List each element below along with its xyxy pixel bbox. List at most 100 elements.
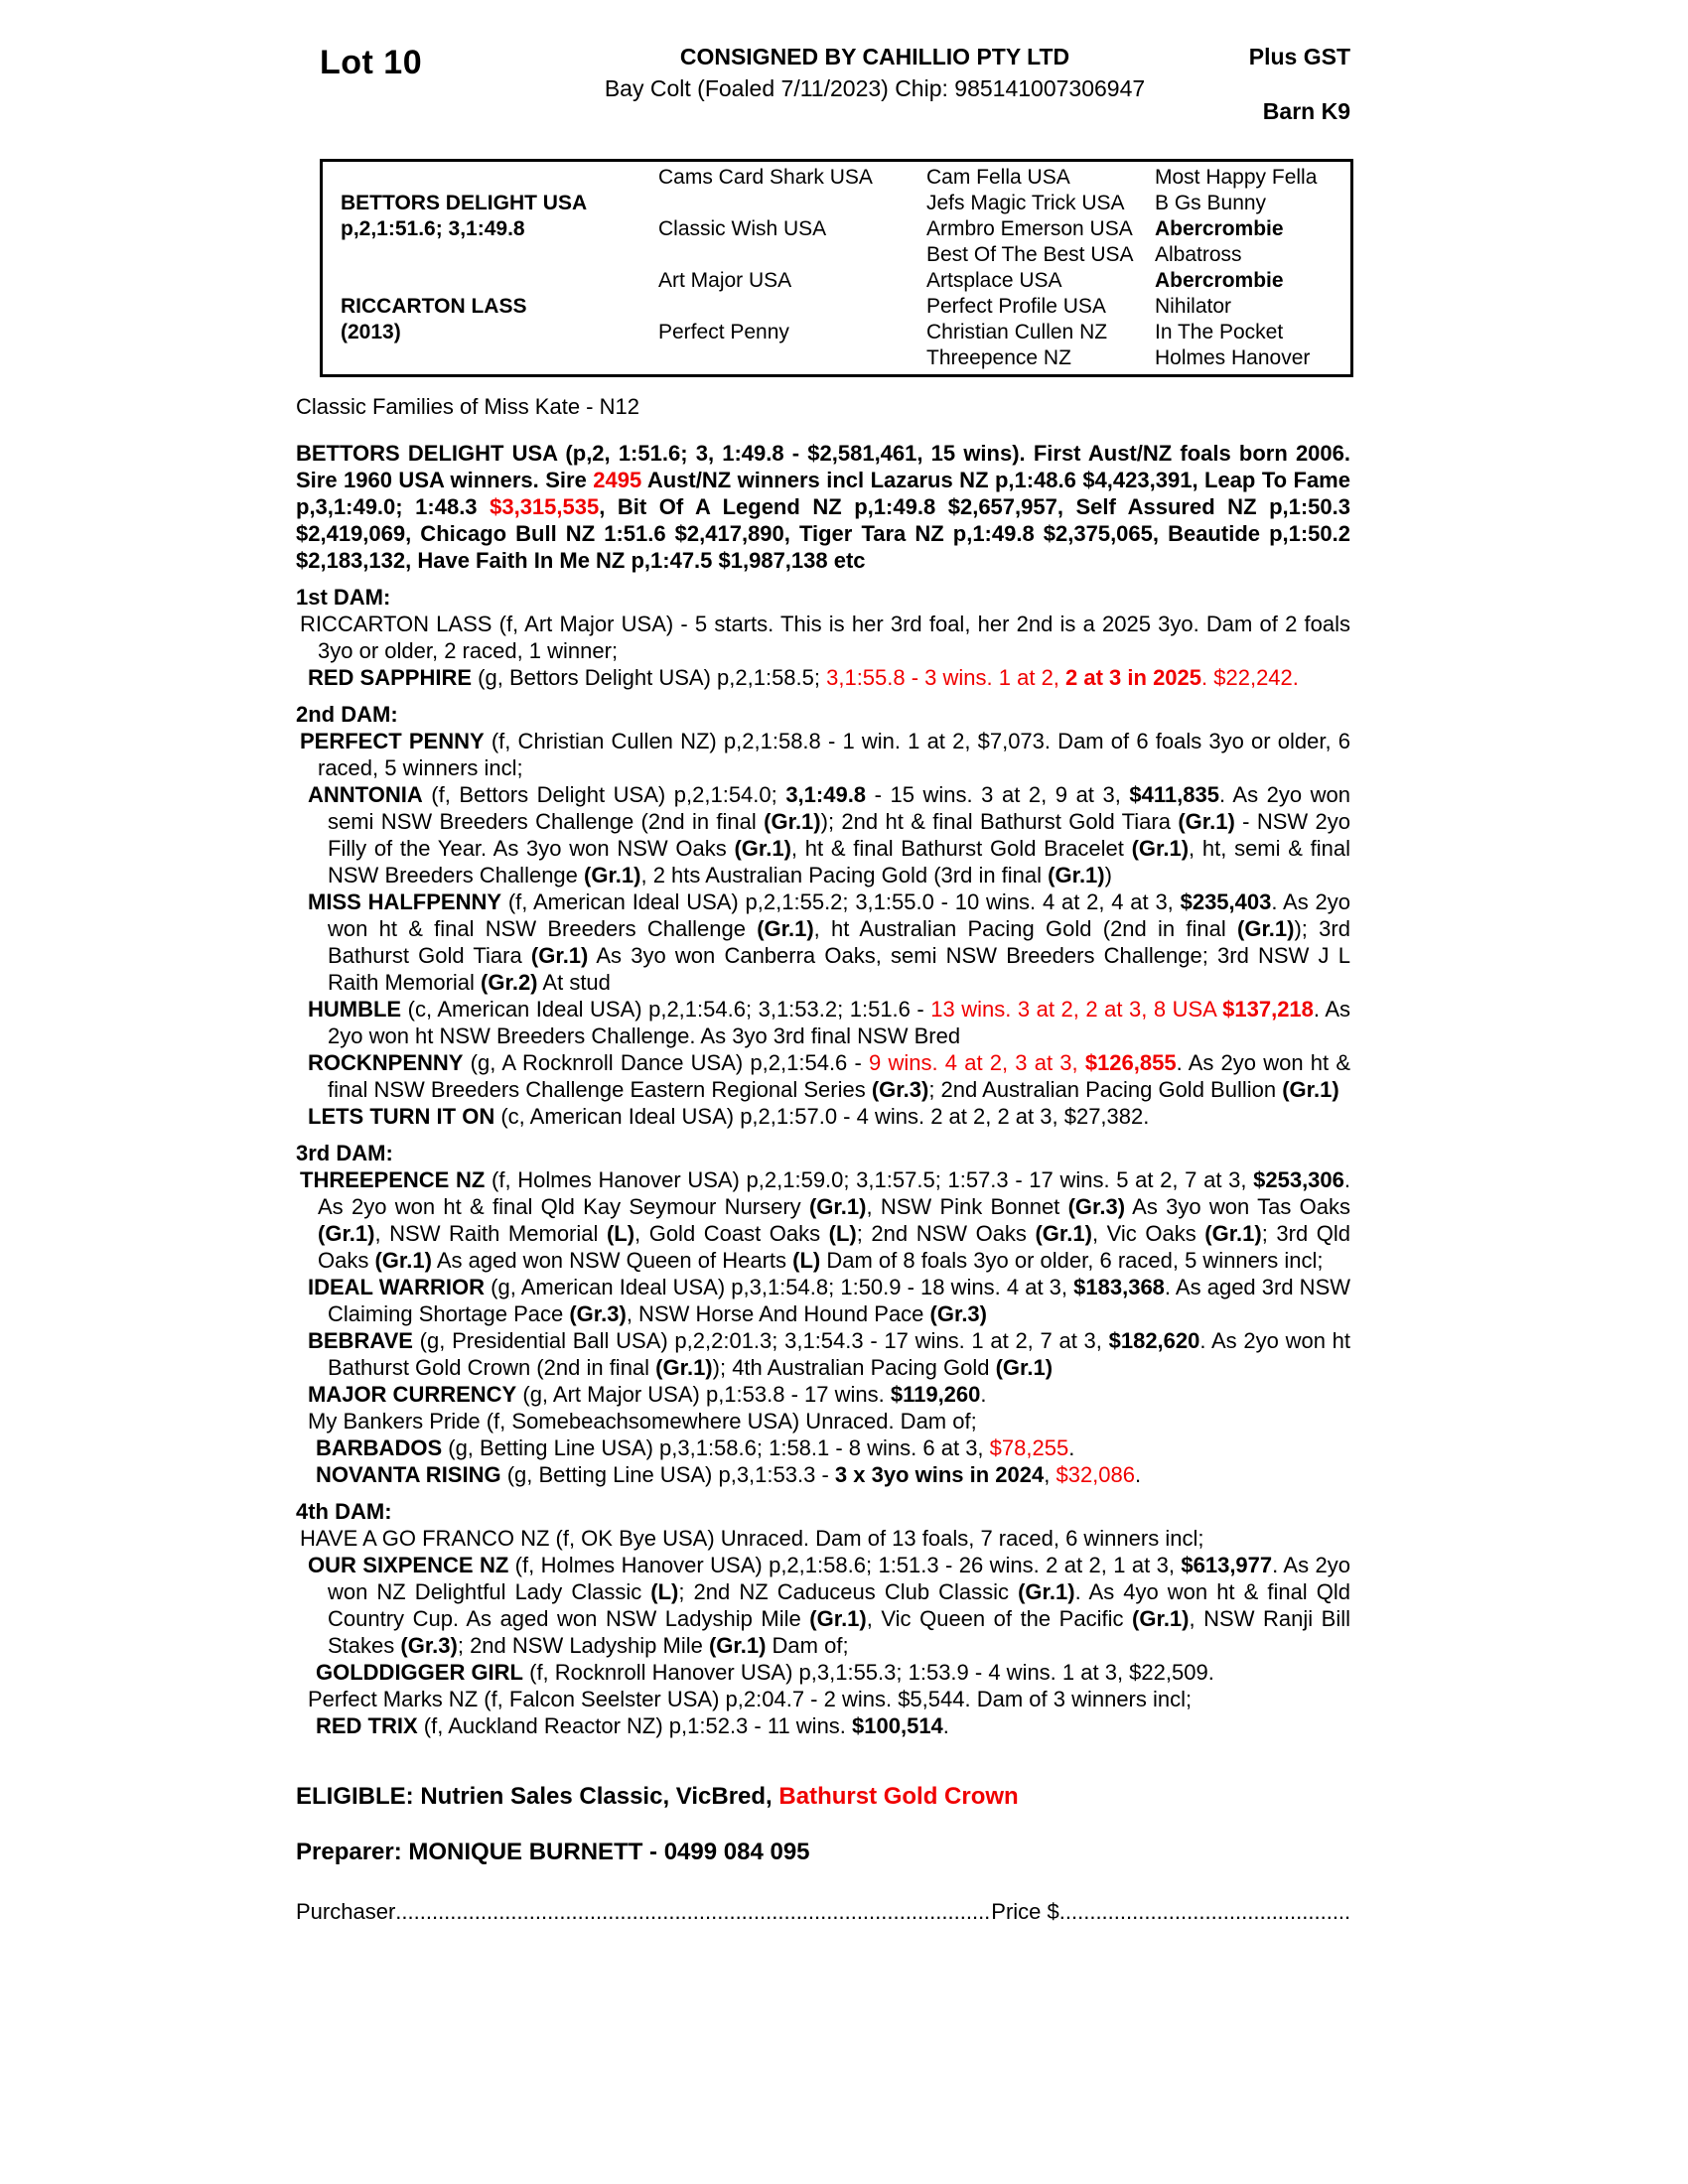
text-segment: (Gr.1) (1282, 1077, 1339, 1102)
text-segment: 9 wins. 4 at 2, 3 at 3, (869, 1050, 1085, 1075)
text-segment: ); 2nd ht & final Bathurst Gold Tiara (820, 809, 1179, 834)
text-segment: BETTORS DELIGHT USA (p,2, 1:51.6; 3, 1:4… (296, 441, 1350, 492)
text-segment: 3,1:55.8 - 3 wins. 1 at 2, (826, 665, 1066, 690)
text-segment: (L) (606, 1221, 635, 1246)
sire-name: BETTORS DELIGHT USA (341, 192, 588, 214)
text-segment: . As 2yo won ht & final NSW Breeders Cha… (328, 1050, 1351, 1102)
text-segment: (Gr.1) (318, 1221, 375, 1246)
header-right: Plus GST Barn K9 (1192, 44, 1350, 125)
foal-details: Bay Colt (Foaled 7/11/2023) Chip: 985141… (604, 75, 1146, 101)
text-segment: . (1068, 1435, 1075, 1460)
text-segment: (Gr.1) (1237, 916, 1295, 941)
sire-block: BETTORS DELIGHT USA p,2,1:51.6; 3,1:49.8 (341, 191, 587, 242)
text-segment: (f, American Ideal USA) p,2,1:55.2; 3,1:… (501, 889, 1181, 914)
text-segment: (Gr.1) (734, 836, 791, 861)
text-segment: 3 x 3yo wins in 2024 (834, 1462, 1045, 1487)
text-segment: . As 2yo won ht Bathurst Gold Crown (2nd… (328, 1328, 1351, 1380)
text-segment: , 2 hts Australian Pacing Gold (3rd in f… (640, 863, 1049, 887)
pedigree-cell: Art Major USA (658, 269, 792, 292)
pedigree-cell: Cam Fella USA (926, 166, 1070, 189)
dam-heading: 2nd DAM: (296, 702, 398, 727)
lot-number: Lot 10 (320, 44, 423, 81)
text-segment: (Gr.1) (530, 943, 589, 968)
text-segment: (Gr.1) (584, 863, 641, 887)
text-segment: (f, Holmes Hanover USA) p,2,1:58.6; 1:51… (508, 1553, 1182, 1577)
page-header: Lot 10 CONSIGNED BY CAHILLIO PTY LTD Bay… (320, 44, 1350, 125)
text-segment: RED TRIX (316, 1713, 418, 1738)
text-segment: (Gr.3) (1067, 1194, 1126, 1219)
text-segment: $126,855 (1084, 1050, 1177, 1075)
text-segment: (g, A Rocknroll Dance USA) p,2,1:54.6 - (463, 1050, 870, 1075)
pedigree-entry: BEBRAVE (g, Presidential Ball USA) p,2,2… (296, 1327, 1350, 1381)
text-segment: ELIGIBLE: Nutrien Sales Classic, VicBred… (296, 1783, 779, 1810)
text-segment: (Gr.1) (1132, 1606, 1190, 1631)
text-segment: 2495 (593, 468, 642, 492)
text-segment: (L) (792, 1248, 821, 1273)
text-segment: Holmes Hanover (1155, 346, 1311, 369)
dam-heading: 1st DAM: (296, 585, 391, 610)
text-segment: (Gr.1) (1035, 1221, 1092, 1246)
text-segment: (Gr.1) (809, 1606, 867, 1631)
text-segment: $3,315,535 (490, 494, 600, 519)
text-segment: , Gold Coast Oaks (634, 1221, 829, 1246)
barn-label: Barn K9 (1262, 98, 1350, 124)
text-segment: (Gr.1) (374, 1248, 432, 1273)
pedigree-column-great-grandparents: Cam Fella USA Jefs Magic Trick USA Armbr… (926, 165, 1155, 371)
plus-gst-label: Plus GST (1248, 44, 1350, 69)
text-segment: $411,835 (1129, 782, 1219, 807)
pedigree-cell: Armbro Emerson USA (926, 217, 1133, 240)
dam-block: RICCARTON LASS (2013) (341, 294, 526, 345)
text-segment: (Gr.1) (1018, 1579, 1075, 1604)
text-segment: Abercrombie (1155, 217, 1284, 240)
text-segment: ; 2nd NZ Caduceus Club Classic (678, 1579, 1019, 1604)
pedigree-cell: Holmes Hanover (1155, 345, 1353, 371)
pedigree-entry: IDEAL WARRIOR (g, American Ideal USA) p,… (296, 1274, 1350, 1327)
text-segment: $235,403 (1180, 889, 1272, 914)
text-segment: MISS HALFPENNY (308, 889, 502, 914)
text-segment: 2 at 3 in 2025 (1065, 665, 1202, 690)
text-segment: . (1135, 1462, 1142, 1487)
pedigree-cell: Perfect Penny (658, 321, 789, 343)
text-segment: , NSW Pink Bonnet (866, 1194, 1068, 1219)
text-segment: . As 2yo won NZ Delightful Lady Classic (328, 1553, 1350, 1604)
text-segment: (g, Bettors Delight USA) p,2,1:58.5; (472, 665, 827, 690)
text-segment: (g, Art Major USA) p,1:53.8 - 17 wins. (516, 1382, 891, 1407)
pedigree-entry: Perfect Marks NZ (f, Falcon Seelster USA… (296, 1686, 1350, 1712)
text-segment: (Gr.1) (655, 1355, 713, 1380)
text-segment: (Gr.1) (1178, 809, 1235, 834)
pedigree-entry: RED SAPPHIRE (g, Bettors Delight USA) p,… (296, 664, 1350, 691)
text-segment: 13 wins. 3 at 2, 2 at 3, 8 USA (930, 997, 1223, 1022)
text-segment: Dam of 8 foals 3yo or older, 6 raced, 5 … (820, 1248, 1324, 1273)
pedigree-cell: Albatross (1155, 242, 1353, 268)
text-segment: $183,368 (1073, 1275, 1165, 1299)
pedigree-entry: OUR SIXPENCE NZ (f, Holmes Hanover USA) … (296, 1552, 1350, 1659)
text-segment: (Gr.3) (400, 1633, 458, 1658)
text-segment: My Bankers Pride (f, Somebeachsomewhere … (308, 1409, 977, 1433)
text-segment: (c, American Ideal USA) p,2,1:57.0 - 4 w… (494, 1104, 1150, 1129)
pedigree-entry: MISS HALFPENNY (f, American Ideal USA) p… (296, 888, 1350, 996)
text-segment: As 3yo won Tas Oaks (1125, 1194, 1350, 1219)
text-segment: BARBADOS (316, 1435, 443, 1460)
text-segment: PERFECT PENNY (300, 729, 485, 753)
text-segment: 3,1:49.8 (785, 782, 867, 807)
dam-year: (2013) (341, 321, 401, 343)
text-segment: $253,306 (1253, 1167, 1344, 1192)
sire-record: p,2,1:51.6; 3,1:49.8 (341, 217, 525, 240)
text-segment: . As 2yo won ht & final Qld Kay Seymour … (318, 1167, 1351, 1219)
pedigree-cell: Christian Cullen NZ (926, 321, 1108, 343)
price-label: Price $ (991, 1899, 1059, 1924)
text-segment: LETS TURN IT ON (308, 1104, 495, 1129)
purchaser-price-line: Purchaser...............................… (296, 1898, 1350, 1925)
text-segment: (f, Rocknroll Hanover USA) p,3,1:55.3; 1… (523, 1660, 1214, 1685)
pedigree-column-great-great-grandparents: Most Happy Fella B Gs Bunny Abercrombie … (1155, 165, 1353, 371)
text-segment: As aged won NSW Queen of Hearts (431, 1248, 793, 1273)
text-segment: (Gr.3) (929, 1301, 987, 1326)
text-segment: IDEAL WARRIOR (308, 1275, 486, 1299)
text-segment: , Bit Of A Legend NZ p,1:49.8 $2,657,957… (296, 494, 1350, 573)
pedigree-entry: HUMBLE (c, American Ideal USA) p,2,1:54.… (296, 996, 1350, 1049)
text-segment: (Gr.3) (569, 1301, 627, 1326)
text-segment: (g, Presidential Ball USA) p,2,2:01.3; 3… (412, 1328, 1109, 1353)
pedigree-entry: My Bankers Pride (f, Somebeachsomewhere … (296, 1408, 1350, 1434)
pedigree-entry: ROCKNPENNY (g, A Rocknroll Dance USA) p,… (296, 1049, 1350, 1103)
text-segment: Aust/NZ winners incl Lazarus NZ p,1:48.6… (296, 468, 1350, 519)
